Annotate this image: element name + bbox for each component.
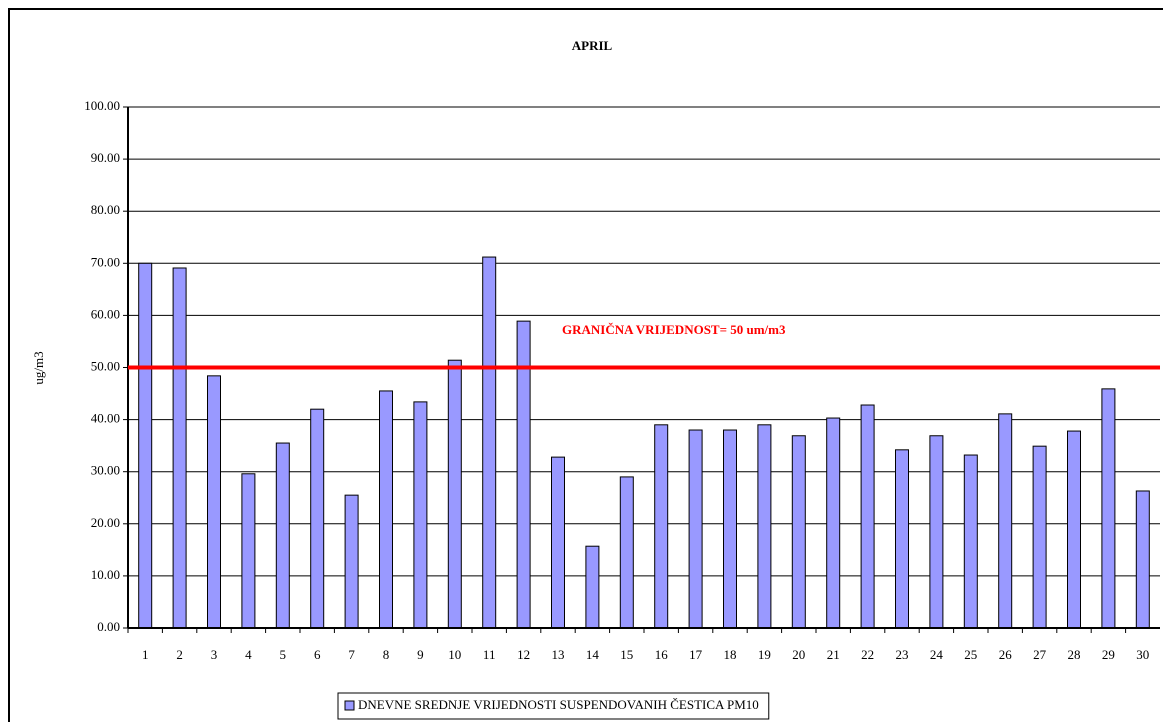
bar — [310, 408, 325, 629]
x-tick-label: 15 — [620, 647, 633, 662]
x-tick-label: 24 — [930, 647, 944, 662]
bar — [413, 401, 428, 629]
x-tick-label: 3 — [211, 647, 218, 662]
x-tick-label: 20 — [792, 647, 805, 662]
y-tick-label: 60.00 — [91, 306, 120, 321]
x-tick-label: 30 — [1136, 647, 1149, 662]
bar — [275, 442, 290, 629]
x-tick-label: 11 — [483, 647, 496, 662]
x-tick-label: 26 — [999, 647, 1013, 662]
legend-label: DNEVNE SREDNJE VRIJEDNOSTI SUSPENDOVANIH… — [358, 697, 759, 712]
x-tick-label: 7 — [348, 647, 355, 662]
bar — [860, 404, 875, 629]
x-tick-label: 4 — [245, 647, 252, 662]
bar — [379, 390, 393, 629]
bar — [654, 424, 669, 629]
legend-box — [337, 692, 770, 720]
bar — [585, 545, 600, 629]
y-tick-label: 40.00 — [91, 411, 120, 426]
x-tick-label: 2 — [176, 647, 183, 662]
x-tick-label: 21 — [827, 647, 840, 662]
x-tick-label: 22 — [861, 647, 874, 662]
x-tick-label: 17 — [689, 647, 703, 662]
bar — [963, 454, 978, 629]
x-tick-label: 13 — [552, 647, 565, 662]
x-tick-label: 8 — [383, 647, 390, 662]
x-tick-label: 25 — [964, 647, 977, 662]
chart-title: APRIL — [572, 38, 613, 53]
y-tick-label: 100.00 — [84, 98, 120, 113]
bar — [1135, 490, 1150, 629]
x-tick-label: 1 — [142, 647, 149, 662]
bar — [241, 473, 256, 629]
y-axis-label: ug/m3 — [31, 351, 46, 384]
bar — [895, 449, 909, 629]
x-tick-label: 16 — [655, 647, 669, 662]
y-tick-label: 20.00 — [91, 515, 120, 530]
bar — [1101, 388, 1116, 629]
bar — [447, 359, 462, 629]
x-tick-label: 9 — [417, 647, 424, 662]
bar — [344, 494, 359, 629]
bar — [1067, 430, 1081, 629]
y-tick-label: 70.00 — [91, 254, 120, 269]
bar — [619, 476, 634, 629]
chart-border — [8, 8, 1163, 722]
y-tick-label: 0.00 — [97, 619, 120, 634]
x-tick-label: 6 — [314, 647, 321, 662]
x-tick-label: 23 — [896, 647, 909, 662]
x-tick-label: 19 — [758, 647, 771, 662]
x-tick-label: 18 — [724, 647, 737, 662]
x-tick-label: 28 — [1068, 647, 1081, 662]
y-tick-label: 50.00 — [91, 358, 120, 373]
bar — [1032, 445, 1047, 629]
x-tick-label: 5 — [280, 647, 287, 662]
x-tick-label: 29 — [1102, 647, 1115, 662]
y-tick-label: 30.00 — [91, 463, 120, 478]
bar — [998, 413, 1013, 629]
bar — [791, 435, 806, 629]
threshold-label: GRANIČNA VRIJEDNOST= 50 um/m3 — [562, 322, 786, 337]
y-tick-label: 90.00 — [91, 150, 120, 165]
bar — [688, 429, 703, 629]
bar — [482, 256, 497, 629]
x-tick-label: 12 — [517, 647, 530, 662]
x-tick-label: 10 — [448, 647, 461, 662]
bar — [757, 424, 772, 629]
bar — [929, 435, 944, 629]
bar — [826, 417, 841, 629]
y-tick-label: 80.00 — [91, 202, 120, 217]
y-tick-label: 10.00 — [91, 567, 120, 582]
bar — [138, 262, 153, 629]
legend-swatch — [344, 700, 355, 711]
bar — [723, 429, 737, 629]
bar — [172, 267, 187, 629]
bar — [551, 456, 565, 629]
x-tick-label: 14 — [586, 647, 600, 662]
bar — [207, 375, 221, 629]
x-tick-label: 27 — [1033, 647, 1047, 662]
